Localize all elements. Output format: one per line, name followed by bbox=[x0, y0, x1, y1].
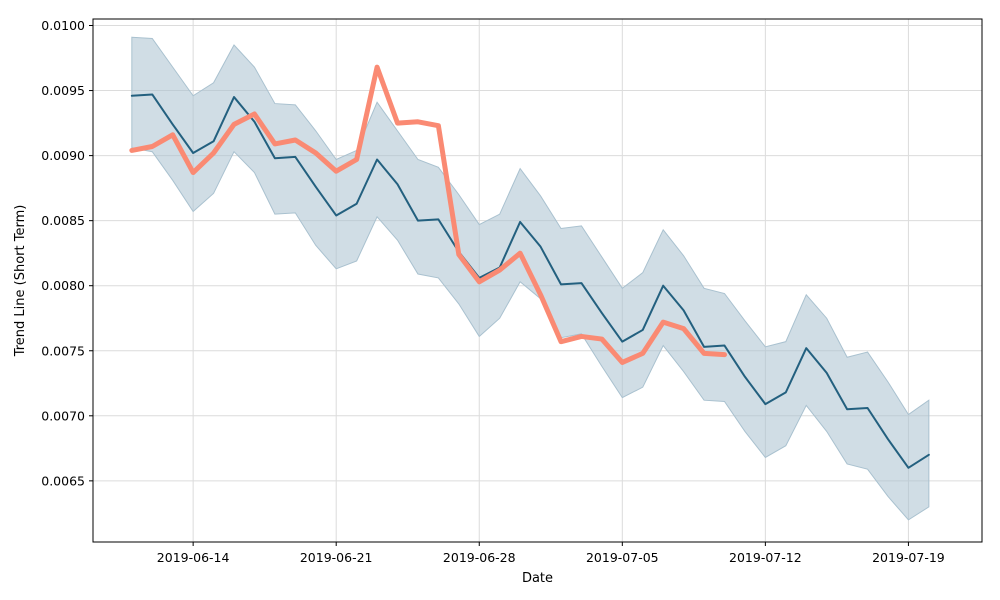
trend-line bbox=[130, 93, 930, 469]
y-tick-label: 0.0095 bbox=[41, 83, 85, 98]
y-tick-label: 0.0075 bbox=[41, 343, 85, 358]
observed-line bbox=[129, 64, 727, 365]
x-axis-title: Date bbox=[522, 571, 553, 586]
y-tick-label: 0.0085 bbox=[41, 213, 85, 228]
x-tick-label: 2019-06-28 bbox=[443, 550, 516, 565]
x-tick-label: 2019-07-05 bbox=[586, 550, 659, 565]
y-tick-label: 0.0100 bbox=[41, 18, 85, 33]
y-tick-label: 0.0080 bbox=[41, 278, 85, 293]
y-tick-label: 0.0065 bbox=[41, 473, 85, 488]
plot-frame bbox=[92, 18, 983, 543]
series-lines-layer bbox=[129, 64, 930, 469]
x-tick-label: 2019-07-19 bbox=[872, 550, 945, 565]
x-axis-ticks: 2019-06-14 2019-06-21 2019-06-28 2019-07-05… bbox=[157, 542, 945, 565]
y-axis-title: Trend Line (Short Term) bbox=[13, 205, 28, 358]
x-tick-label: 2019-06-21 bbox=[300, 550, 373, 565]
y-axis-ticks: 0.0065 0.0070 0.0075 0.0080 0.0085 0.0090 0.00… bbox=[41, 18, 93, 488]
y-tick-label: 0.0090 bbox=[41, 148, 85, 163]
y-tick-label: 0.0070 bbox=[41, 408, 85, 423]
x-tick-label: 2019-07-12 bbox=[729, 550, 802, 565]
x-tick-label: 2019-06-14 bbox=[157, 550, 230, 565]
